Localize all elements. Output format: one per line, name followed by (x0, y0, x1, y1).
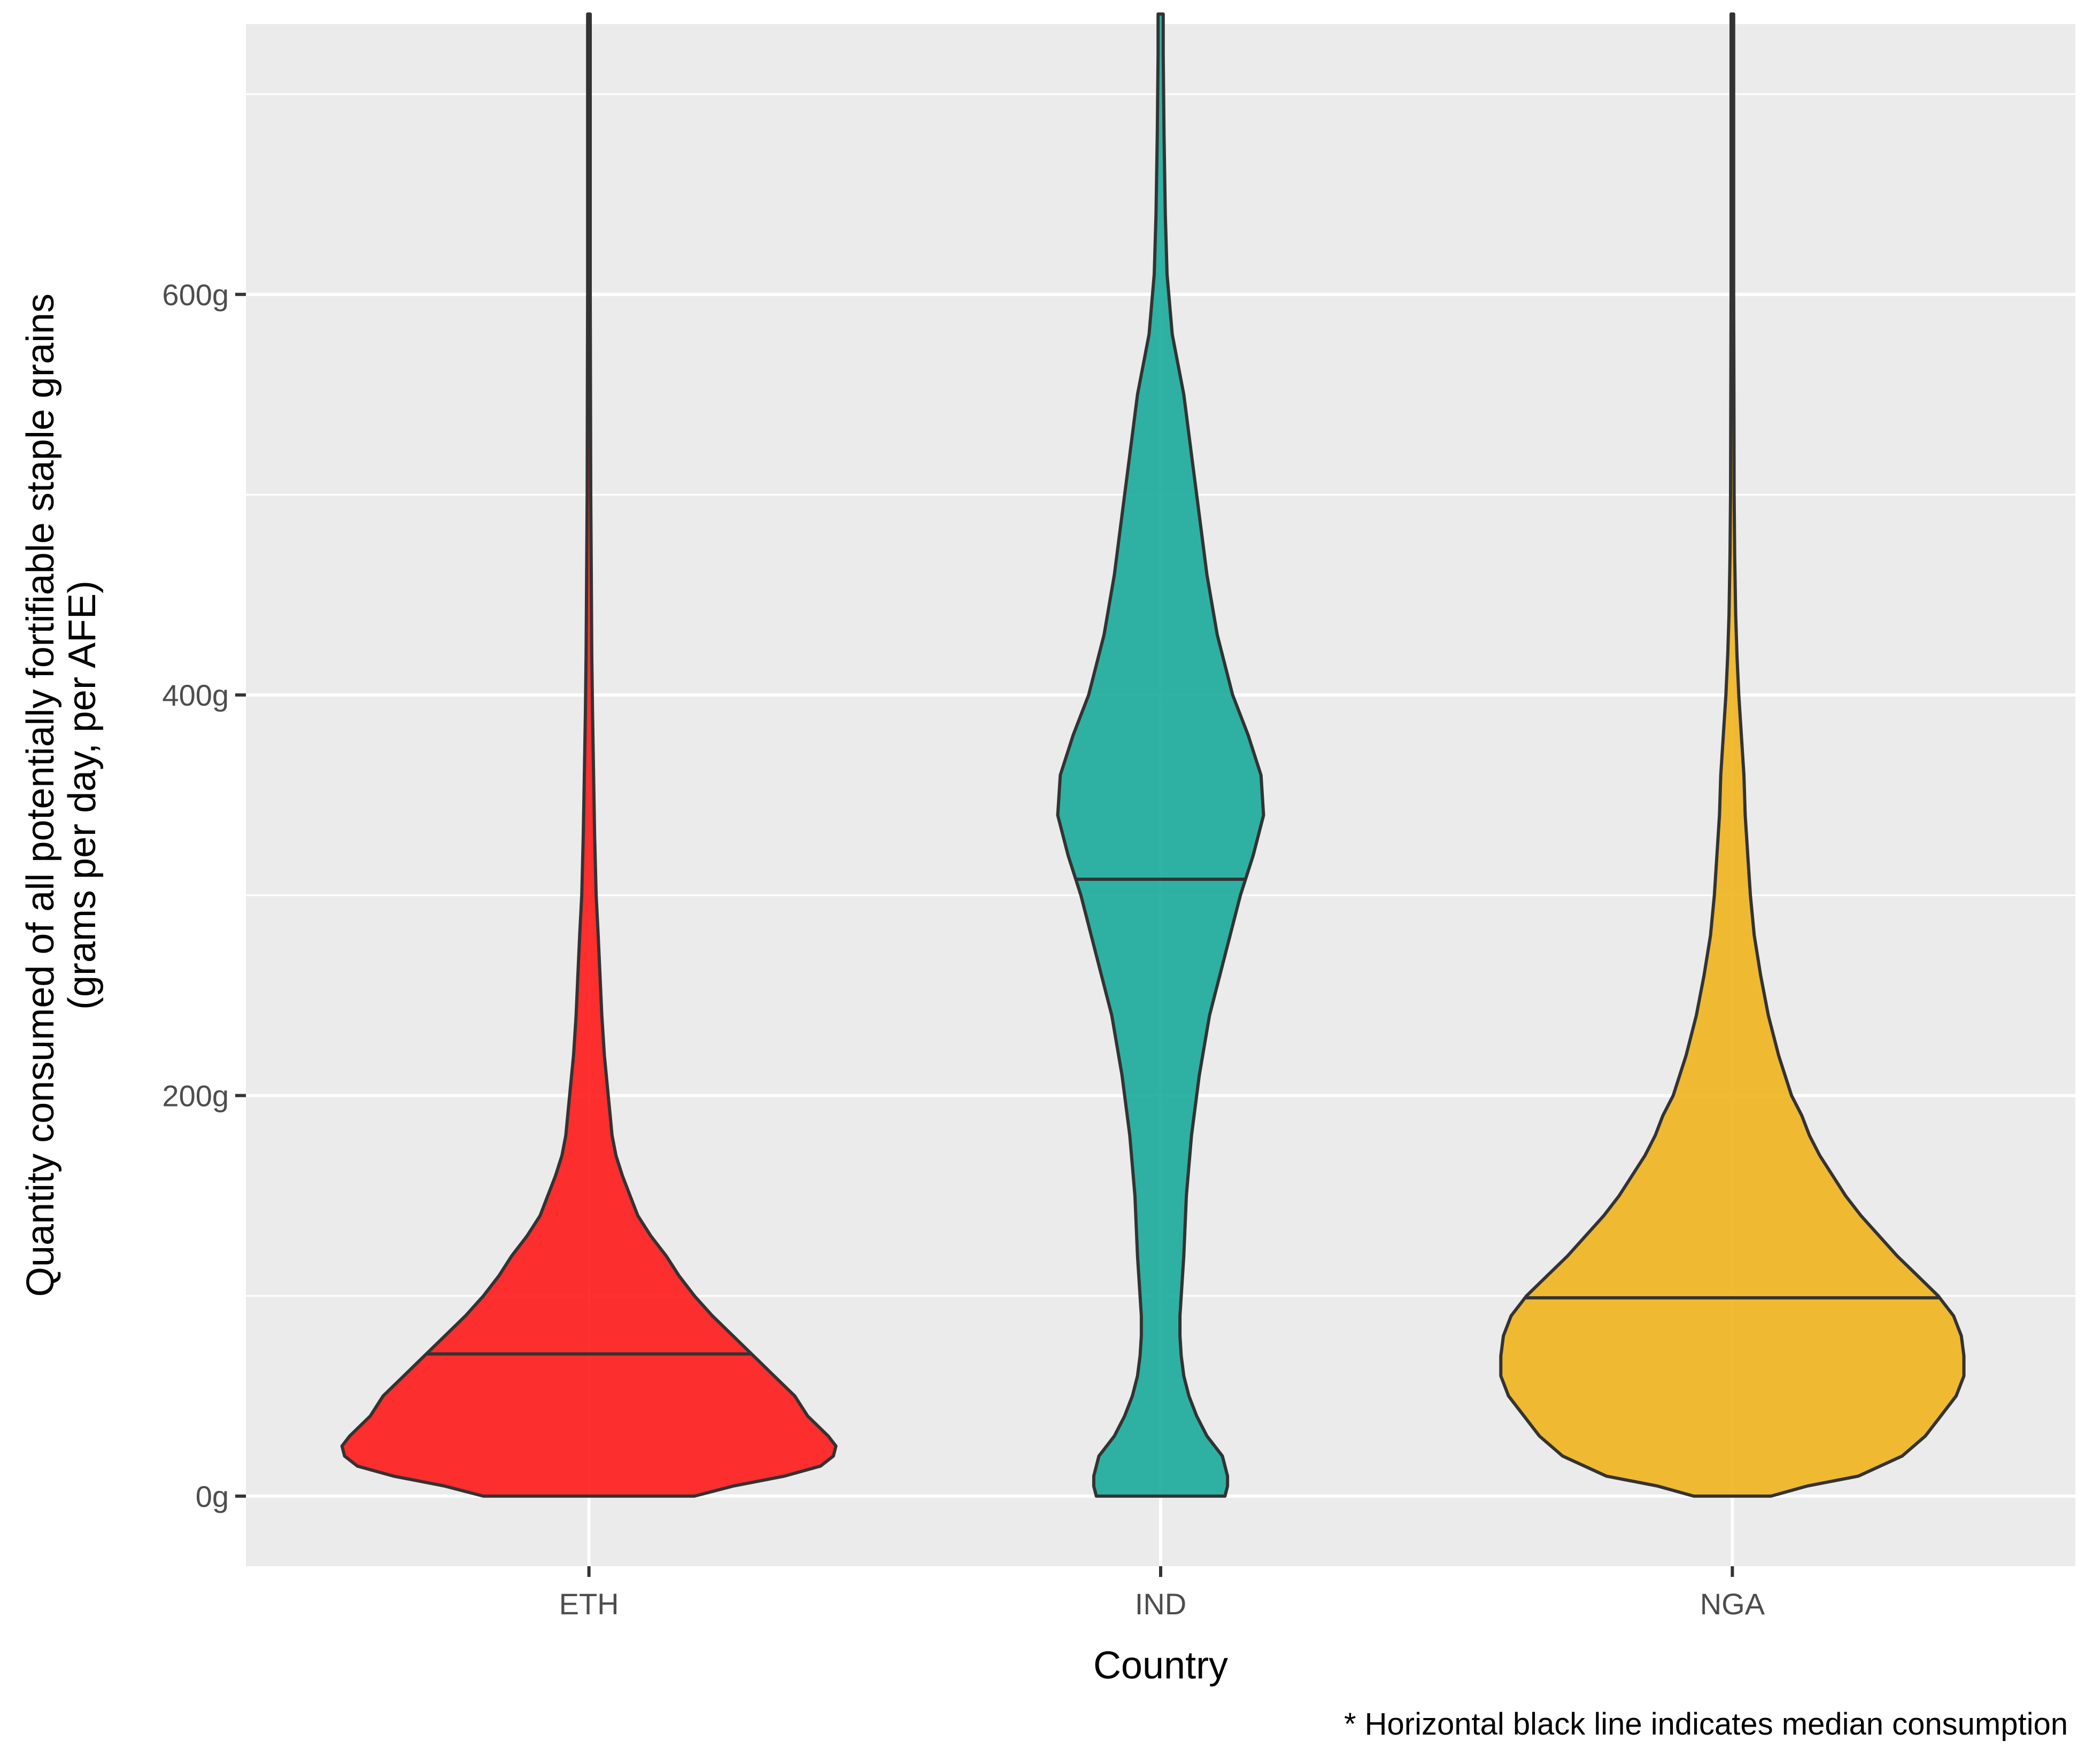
x-tick-label: ETH (559, 1587, 619, 1621)
x-tick-label: NGA (1700, 1587, 1765, 1621)
y-axis: 0g 200g 400g 600g (162, 278, 246, 1513)
y-tick-label: 600g (162, 278, 229, 312)
x-axis: ETH IND NGA (559, 1566, 1765, 1621)
y-tick-label: 400g (162, 678, 229, 712)
y-axis-title: Quantity consumed of all potentially for… (19, 293, 104, 1297)
violin-ind (1056, 12, 1265, 1498)
x-axis-title: Country (1093, 1644, 1228, 1687)
violin-eth (340, 12, 838, 1498)
y-tick-label: 0g (196, 1480, 229, 1513)
violin-body-ind (1056, 12, 1265, 1498)
y-axis-title-line: (grams per day, per AFE) (61, 581, 104, 1010)
violins (340, 12, 1966, 1498)
x-tick-label: IND (1135, 1587, 1186, 1621)
violin-nga (1499, 12, 1966, 1498)
violin-body-nga (1499, 12, 1966, 1498)
y-tick-label: 200g (162, 1079, 229, 1113)
violin-body-eth (340, 12, 838, 1498)
y-axis-title-line: Quantity consumed of all potentially for… (19, 293, 62, 1297)
caption: * Horizontal black line indicates median… (1344, 1707, 2068, 1742)
